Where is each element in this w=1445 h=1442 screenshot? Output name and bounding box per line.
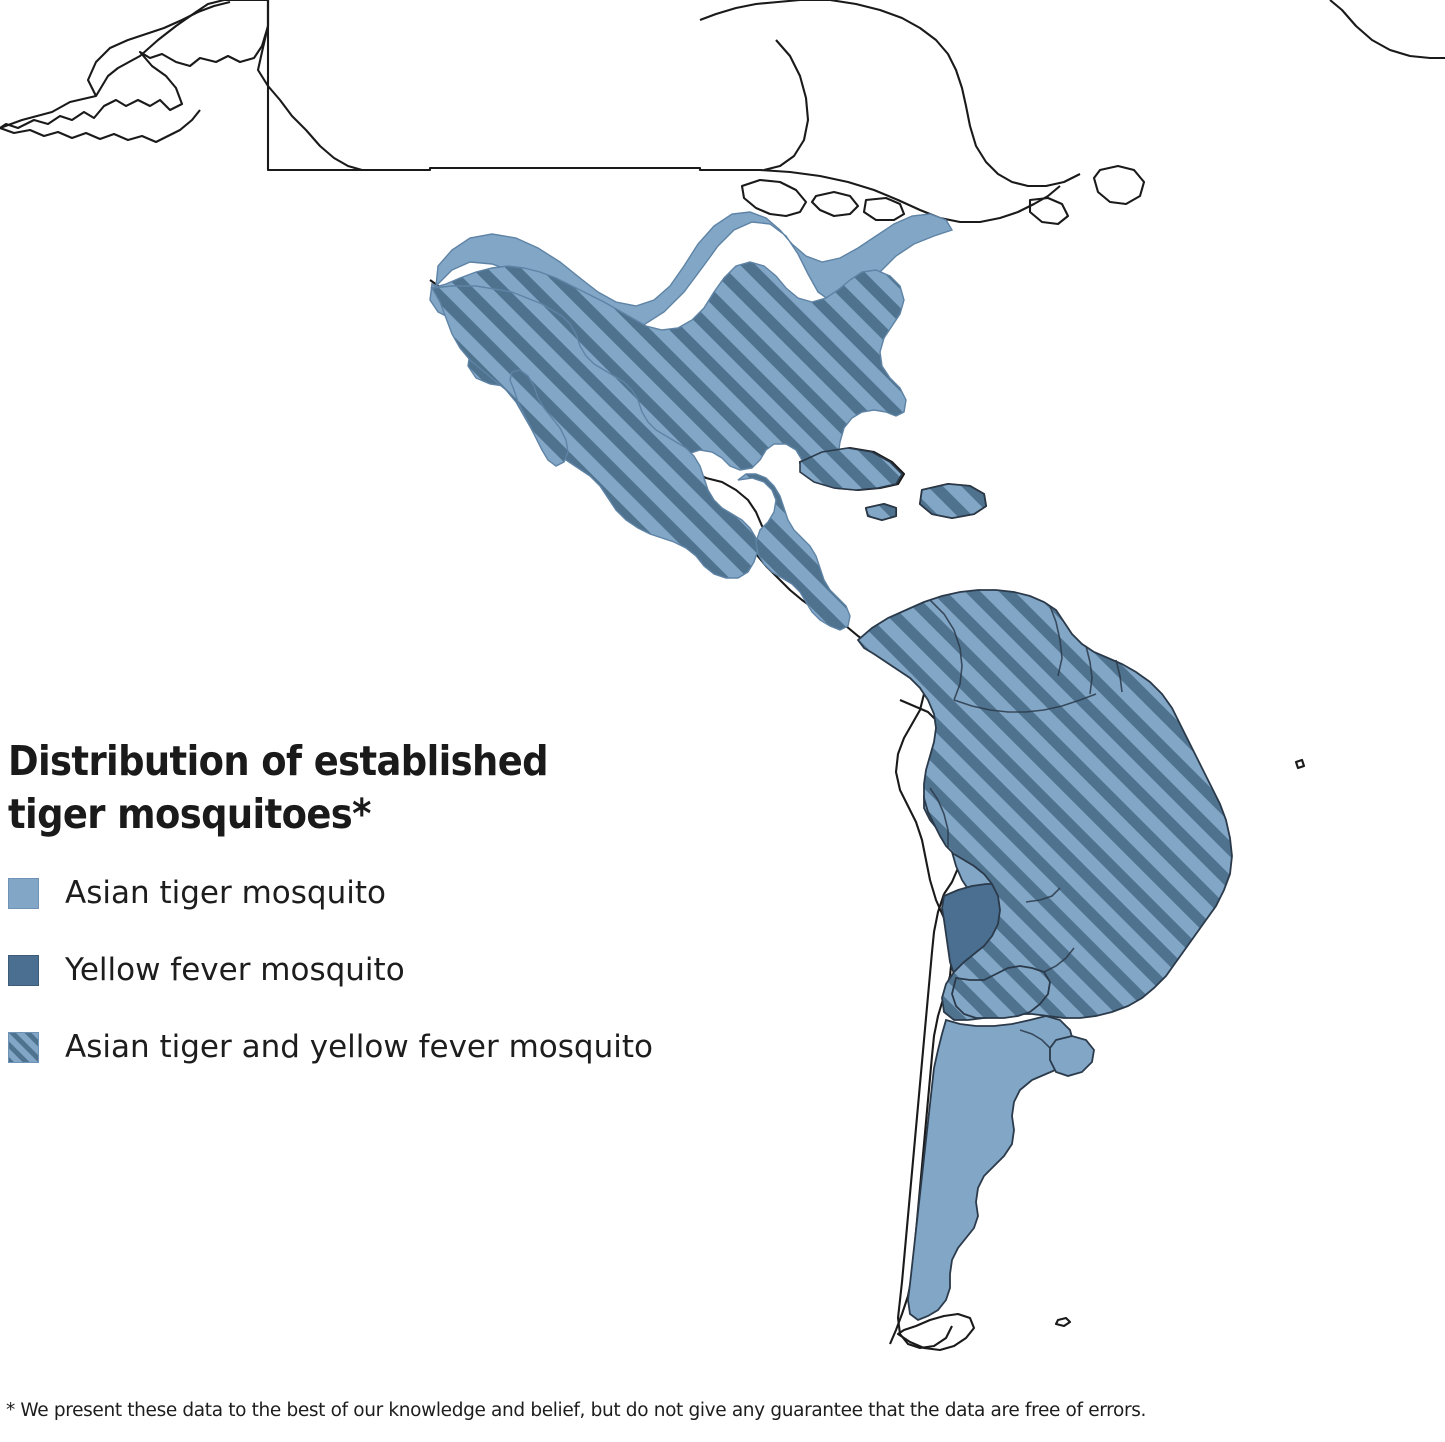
legend-label-yellow-fever: Yellow fever mosquito [65,951,405,988]
border-venezuela-guyana [1049,605,1063,677]
outline-canada-west-coast [256,0,430,172]
legend-item-both[interactable]: Asian tiger and yellow fever mosquito [8,1029,728,1065]
map-basemap-outlines [0,0,1445,1352]
region-argentina [907,1015,1075,1322]
legend-list: Asian tiger mosquito Yellow fever mosqui… [8,875,728,1065]
outline-canada-north [699,0,1081,188]
outline-alaska-main [86,0,231,97]
legend-block: Distribution of established tiger mosqui… [8,735,728,1065]
region-central-america [737,473,851,631]
border-paraguay-brazil [1043,947,1075,973]
outline-alaska [0,0,270,130]
legend-item-yellow-fever[interactable]: Yellow fever mosquito [8,952,728,988]
region-baja-california [509,369,569,467]
map-internal-borders [929,599,1123,1049]
legend-swatch-both [8,1031,39,1063]
border-brazil-north [953,693,1097,713]
border-brazil-bolivia [1025,887,1061,903]
legend-swatch-yellow-fever [8,954,39,986]
legend-swatch-asian-tiger [8,877,39,909]
legend-label-asian-tiger: Asian tiger mosquito [65,874,386,911]
border-colombia-venezuela [929,599,963,701]
legend-item-asian-tiger[interactable]: Asian tiger mosquito [8,875,728,911]
outline-tierra-del-fuego [896,1312,976,1352]
border-suriname-fguiana [1115,659,1123,693]
region-paraguay [951,965,1051,1019]
outline-hudson-bay [763,39,810,172]
region-jamaica [865,503,897,521]
page-title: Distribution of established tiger mosqui… [8,737,549,838]
outline-canada [266,0,760,172]
region-cuba [799,447,904,491]
outline-tiny-island-right [1294,758,1306,770]
outline-nova-scotia [1028,196,1070,226]
border-peru-brazil [929,787,949,848]
hatch-pattern-icon [9,1032,38,1062]
region-hispaniola [919,483,987,519]
region-uruguay [1049,1035,1095,1077]
region-group-both-species [430,261,1233,1021]
outline-greenland-edge [1329,0,1445,60]
outline-chile [896,893,953,1350]
outline-canada-east [759,168,1061,224]
border-guyana-suriname [1085,645,1093,695]
outline-alaska-peninsula [0,109,201,144]
outline-great-lakes [740,178,906,222]
legend-label-both: Asian tiger and yellow fever mosquito [65,1028,653,1065]
outline-newfoundland [1092,164,1146,206]
outline-falkland-dot [1054,1316,1072,1328]
footnote-text: * We present these data to the best of o… [6,1400,1147,1421]
region-northern-south-america [856,589,1233,1021]
border-argentina-uruguay [1019,1029,1051,1049]
